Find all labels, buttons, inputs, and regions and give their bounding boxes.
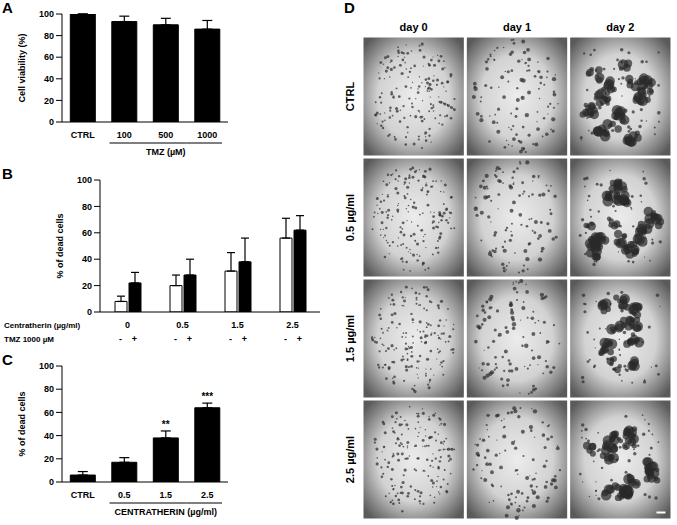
svg-text:***: *** [201,391,213,402]
svg-text:day 1: day 1 [503,21,531,33]
svg-text:2.5 µg/ml: 2.5 µg/ml [344,436,356,483]
svg-text:100: 100 [117,130,132,140]
svg-text:60: 60 [82,228,92,238]
svg-text:-: - [229,334,232,344]
svg-text:1.5: 1.5 [159,490,172,500]
svg-text:+: + [187,334,192,344]
svg-text:Cell viability (%): Cell viability (%) [17,33,27,102]
svg-text:1.5: 1.5 [231,320,244,330]
svg-text:CENTRATHERIN (µg/ml): CENTRATHERIN (µg/ml) [114,507,217,517]
svg-text:Centratherin (µg/ml): Centratherin (µg/ml) [4,321,81,330]
svg-text:0: 0 [87,307,92,317]
svg-text:60: 60 [44,408,54,418]
svg-text:500: 500 [158,130,173,140]
svg-text:80: 80 [44,384,54,394]
svg-text:40: 40 [44,431,54,441]
svg-text:0.5: 0.5 [176,320,189,330]
svg-text:60: 60 [44,52,54,62]
svg-text:2.5: 2.5 [286,320,299,330]
svg-text:+: + [242,334,247,344]
svg-text:TMZ 1000 µM: TMZ 1000 µM [4,335,54,344]
svg-text:1.5 µg/ml: 1.5 µg/ml [344,315,356,362]
svg-text:% of dead cells: % of dead cells [17,391,27,456]
svg-text:TMZ (µM): TMZ (µM) [146,147,186,157]
svg-text:-: - [174,334,177,344]
svg-text:100: 100 [39,9,54,19]
svg-text:0.5: 0.5 [118,490,131,500]
html-text:A: A [2,0,13,16]
svg-text:day 2: day 2 [606,21,634,33]
svg-text:0: 0 [49,117,54,127]
svg-text:80: 80 [44,31,54,41]
svg-text:+: + [132,334,137,344]
svg-text:0: 0 [49,477,54,487]
svg-text:+: + [297,334,302,344]
svg-text:20: 20 [44,454,54,464]
svg-text:40: 40 [44,74,54,84]
svg-text:1000: 1000 [197,130,217,140]
svg-text:20: 20 [82,281,92,291]
svg-text:CTRL: CTRL [71,130,95,140]
svg-text:100: 100 [77,175,92,185]
svg-text:**: ** [162,419,170,430]
svg-text:0.5 µg/ml: 0.5 µg/ml [344,194,356,241]
svg-text:80: 80 [82,202,92,212]
svg-text:-: - [119,334,122,344]
svg-text:2.5: 2.5 [201,490,214,500]
svg-text:-: - [284,334,287,344]
html-text:D: D [344,0,355,16]
svg-text:20: 20 [44,96,54,106]
svg-text:0: 0 [125,320,130,330]
svg-text:CTRL: CTRL [71,490,95,500]
svg-text:100: 100 [39,361,54,371]
html-text:C: C [2,351,13,368]
svg-text:day 0: day 0 [400,21,428,33]
svg-text:40: 40 [82,254,92,264]
svg-text:% of dead cells: % of dead cells [55,213,65,278]
svg-text:CTRL: CTRL [344,82,356,112]
html-text:B: B [2,165,13,182]
